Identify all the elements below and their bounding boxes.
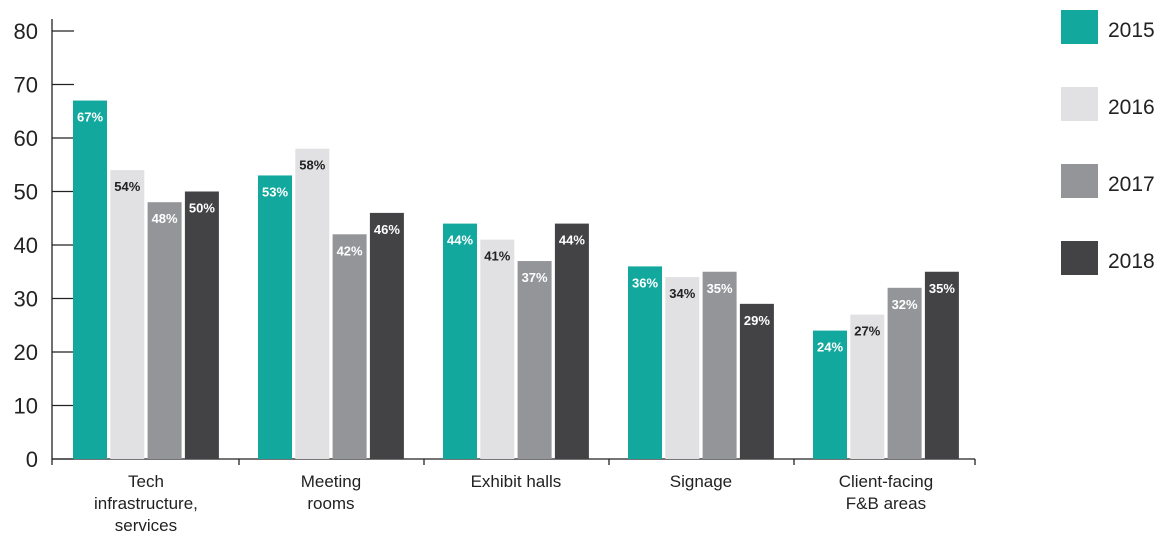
chart-axes: 0 10 20 30 40 50 60 70 80 Tech infrastructure, serv… [14, 19, 976, 535]
bar-value-label: 41% [484, 249, 510, 264]
bar-value-label: 32% [892, 297, 918, 312]
bar-value-label: 53% [262, 184, 288, 199]
y-tick-label: 50 [14, 180, 38, 205]
bar [924, 271, 959, 459]
bar-value-label: 42% [337, 243, 363, 258]
bar [665, 277, 700, 459]
bar-value-label: 27% [854, 324, 880, 339]
legend-label: 2016 [1108, 96, 1155, 119]
bar-value-label: 37% [522, 270, 548, 285]
bar-value-label: 36% [632, 275, 658, 290]
legend-swatch [1061, 164, 1098, 198]
bar-value-label: 24% [817, 340, 843, 355]
bar [184, 191, 219, 459]
bar [369, 212, 404, 459]
bar [443, 223, 477, 459]
y-tick-label: 10 [14, 394, 38, 419]
legend-swatch [1061, 87, 1098, 121]
bar [73, 100, 107, 460]
chart-value-labels: 67% 53% 44% 36% 24% 54% 58% 41% 34% 27% 48% 42% 37% 3… [77, 110, 955, 355]
bar-value-label: 46% [374, 222, 400, 237]
bar [517, 261, 552, 459]
x-category-label: Exhibit halls [471, 472, 562, 491]
bar [702, 271, 737, 459]
bar-value-label: 35% [707, 281, 733, 296]
bar [813, 330, 847, 459]
bar-value-label: 50% [189, 201, 215, 216]
bar [554, 223, 589, 459]
x-category-label: Signage [670, 472, 732, 491]
bar-value-label: 58% [299, 158, 325, 173]
bar-value-label: 44% [447, 233, 473, 248]
bar [295, 148, 330, 459]
chart-bars [73, 100, 959, 460]
bar [332, 234, 367, 459]
bar-value-label: 35% [929, 281, 955, 296]
legend-swatch [1061, 241, 1098, 275]
bar [850, 314, 885, 459]
y-tick-label: 40 [14, 233, 38, 258]
bar [887, 287, 922, 459]
bar [110, 170, 145, 459]
legend-swatch [1061, 10, 1098, 44]
bar-value-label: 34% [669, 286, 695, 301]
legend-label: 2015 [1108, 19, 1155, 42]
x-category-label: Tech infrastructure, services [94, 472, 198, 535]
y-tick-label: 70 [14, 73, 38, 98]
bar-value-label: 67% [77, 110, 103, 125]
bar [739, 303, 774, 459]
y-tick-label: 20 [14, 340, 38, 365]
y-tick-label: 0 [26, 447, 38, 472]
bar-value-label: 29% [744, 313, 770, 328]
y-tick-label: 30 [14, 287, 38, 312]
x-category-label: Meeting rooms [301, 472, 361, 513]
bar-value-label: 48% [152, 211, 178, 226]
bar [147, 202, 182, 459]
legend-label: 2018 [1108, 250, 1155, 273]
bar-value-label: 44% [559, 233, 585, 248]
x-category-label: Client-facing F&B areas [839, 472, 934, 513]
bar [480, 239, 515, 459]
y-tick-label: 60 [14, 126, 38, 151]
legend-label: 2017 [1108, 173, 1155, 196]
y-tick-label: 80 [14, 19, 38, 44]
bar [628, 266, 662, 459]
chart-legend: 2015 2016 2017 2018 [1061, 10, 1155, 275]
bar-value-label: 54% [114, 179, 140, 194]
bar [258, 175, 292, 459]
